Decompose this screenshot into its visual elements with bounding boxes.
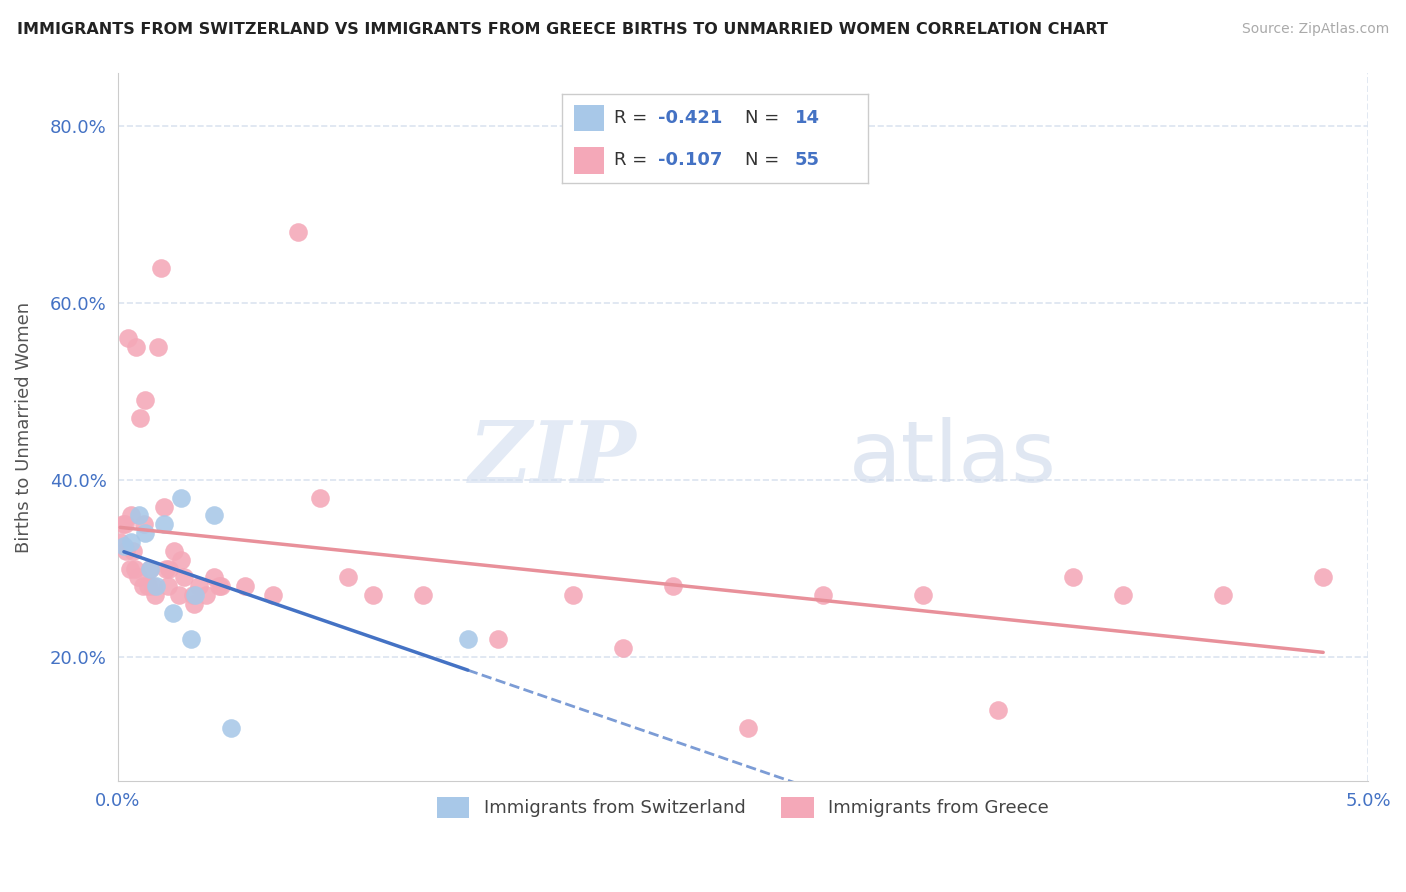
Point bbox=[221, 721, 243, 735]
Point bbox=[146, 340, 169, 354]
Point bbox=[208, 579, 231, 593]
Point bbox=[124, 561, 146, 575]
Point bbox=[233, 579, 256, 593]
Point bbox=[143, 588, 166, 602]
Point bbox=[180, 632, 202, 647]
Point bbox=[486, 632, 509, 647]
Point bbox=[157, 561, 180, 575]
Point bbox=[120, 561, 142, 575]
Point bbox=[181, 588, 204, 602]
Text: IMMIGRANTS FROM SWITZERLAND VS IMMIGRANTS FROM GREECE BIRTHS TO UNMARRIED WOMEN : IMMIGRANTS FROM SWITZERLAND VS IMMIGRANT… bbox=[17, 22, 1108, 37]
Point bbox=[336, 570, 359, 584]
Point bbox=[612, 641, 634, 656]
Point bbox=[125, 340, 148, 354]
Text: Source: ZipAtlas.com: Source: ZipAtlas.com bbox=[1241, 22, 1389, 37]
Point bbox=[115, 544, 138, 558]
Point bbox=[111, 517, 134, 532]
Point bbox=[170, 491, 193, 505]
Point bbox=[142, 579, 165, 593]
Point bbox=[163, 544, 186, 558]
Point bbox=[155, 561, 177, 575]
Point bbox=[139, 561, 162, 575]
Point bbox=[1312, 570, 1334, 584]
Point bbox=[128, 508, 150, 523]
Point bbox=[262, 588, 284, 602]
Point bbox=[170, 553, 193, 567]
Text: atlas: atlas bbox=[849, 417, 1057, 500]
Point bbox=[1062, 570, 1084, 584]
Point bbox=[309, 491, 332, 505]
Point bbox=[361, 588, 384, 602]
Point bbox=[287, 225, 309, 239]
Point bbox=[120, 508, 142, 523]
Point bbox=[211, 579, 233, 593]
Point bbox=[202, 508, 225, 523]
Point bbox=[139, 561, 162, 575]
Point bbox=[457, 632, 479, 647]
Point bbox=[121, 544, 143, 558]
Point bbox=[412, 588, 434, 602]
Y-axis label: Births to Unmarried Women: Births to Unmarried Women bbox=[15, 301, 32, 552]
Point bbox=[134, 526, 156, 541]
Point bbox=[561, 588, 583, 602]
Point bbox=[112, 540, 135, 554]
Point bbox=[150, 260, 173, 275]
Point bbox=[134, 393, 156, 408]
Point bbox=[662, 579, 685, 593]
Point bbox=[911, 588, 934, 602]
Point bbox=[162, 606, 184, 620]
Point bbox=[131, 579, 153, 593]
Point bbox=[195, 588, 218, 602]
Legend: Immigrants from Switzerland, Immigrants from Greece: Immigrants from Switzerland, Immigrants … bbox=[429, 789, 1056, 825]
Point bbox=[173, 570, 195, 584]
Text: ZIP: ZIP bbox=[468, 417, 637, 500]
Point bbox=[129, 411, 152, 425]
Point bbox=[120, 535, 142, 549]
Point bbox=[184, 588, 207, 602]
Point bbox=[136, 579, 159, 593]
Point bbox=[737, 721, 759, 735]
Point bbox=[1212, 588, 1234, 602]
Point bbox=[132, 517, 155, 532]
Point bbox=[114, 517, 136, 532]
Point bbox=[145, 579, 167, 593]
Point bbox=[117, 331, 139, 345]
Point bbox=[153, 500, 176, 514]
Point bbox=[987, 703, 1010, 717]
Point bbox=[811, 588, 834, 602]
Point bbox=[156, 579, 179, 593]
Point bbox=[202, 570, 225, 584]
Point bbox=[183, 597, 205, 611]
Point bbox=[127, 570, 149, 584]
Point bbox=[153, 517, 176, 532]
Point bbox=[1112, 588, 1135, 602]
Point bbox=[167, 588, 190, 602]
Point bbox=[108, 535, 131, 549]
Point bbox=[187, 579, 209, 593]
